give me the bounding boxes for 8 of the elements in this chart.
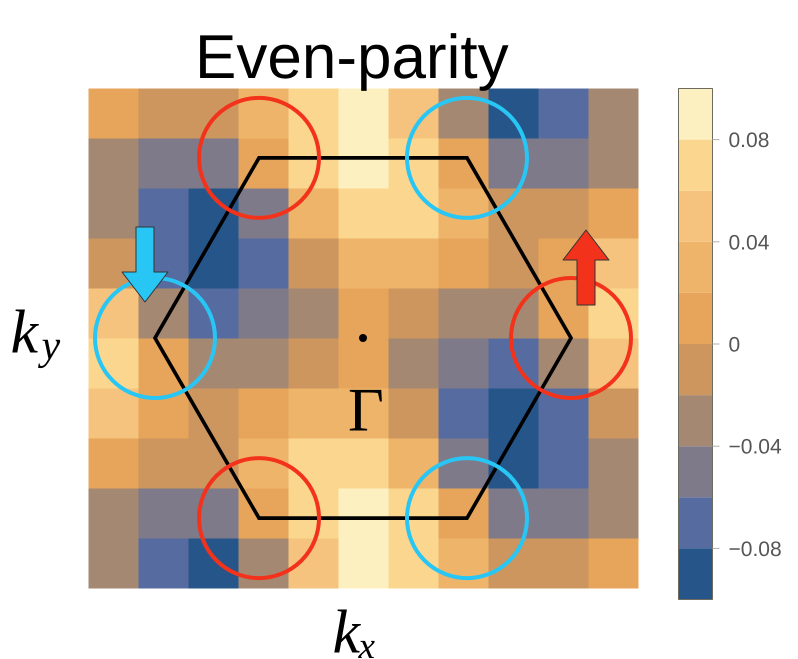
color-bar-label: 0 [728,334,740,356]
annotation: Γ [348,376,384,444]
chart-title: Even-parity [195,23,509,92]
x-axis-title: kₓ [332,598,378,659]
color-bar-label: −0.08 [728,538,782,561]
color-bar-label: 0.04 [728,231,770,254]
color-bar-label: 0.08 [728,129,770,152]
color-bar-label: −0.04 [728,436,782,459]
